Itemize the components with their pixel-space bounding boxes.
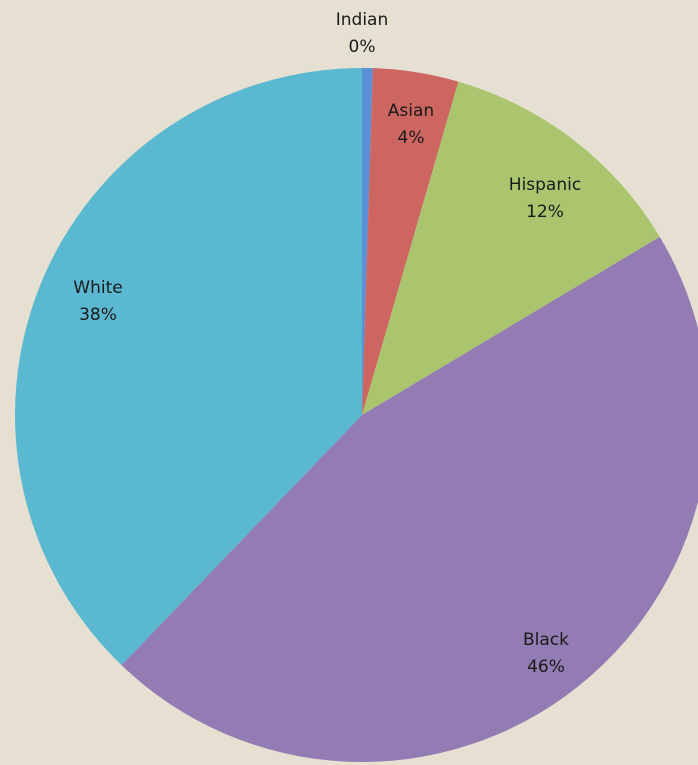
slice-label-indian: Indian — [336, 10, 389, 30]
slice-percent-asian: 4% — [398, 128, 425, 148]
slice-percent-hispanic: 12% — [526, 202, 564, 222]
slice-label-asian: Asian — [388, 101, 434, 121]
slice-label-black: Black — [523, 630, 569, 650]
pie-slice-asian — [362, 68, 459, 415]
pie-slices — [14, 67, 698, 762]
pie-slice-hispanic — [362, 81, 660, 415]
slice-percent-indian: 0% — [349, 37, 376, 57]
pie-slice-black — [121, 236, 698, 762]
pie-labels: Indian 0% Asian 4% Hispanic 12% Black 46% White 3… — [73, 10, 581, 677]
slice-label-white: White — [73, 278, 122, 298]
pie-slice-white — [14, 67, 362, 666]
slice-label-hispanic: Hispanic — [509, 175, 581, 195]
pie-slice-indian — [362, 68, 373, 415]
slice-percent-black: 46% — [527, 657, 565, 677]
slice-percent-white: 38% — [79, 305, 117, 325]
